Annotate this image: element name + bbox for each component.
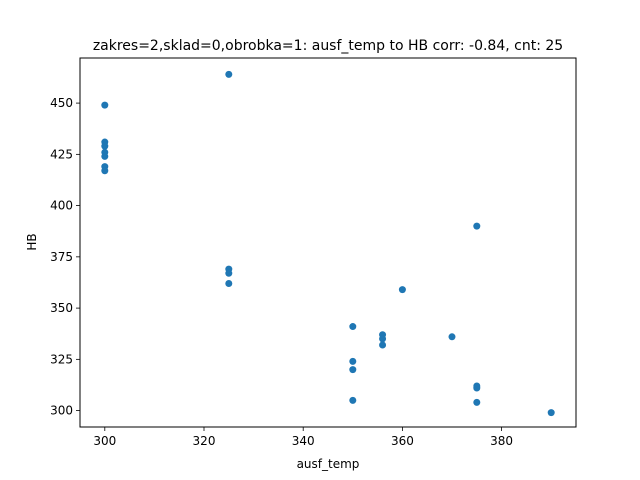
- data-point: [101, 152, 109, 160]
- x-axis-label: ausf_temp: [297, 457, 360, 471]
- x-tick-label: 300: [93, 434, 116, 448]
- x-tick-label: 360: [391, 434, 414, 448]
- y-tick-label: 300: [50, 404, 73, 418]
- chart-title: zakres=2,sklad=0,obrobka=1: ausf_temp to…: [93, 38, 563, 54]
- y-tick-label: 400: [50, 199, 73, 213]
- data-point: [101, 167, 109, 175]
- y-axis-label: HB: [25, 233, 39, 250]
- data-point: [473, 222, 481, 230]
- x-tick-label: 380: [490, 434, 513, 448]
- data-point: [473, 384, 481, 392]
- data-point: [448, 333, 456, 341]
- data-point: [349, 396, 357, 404]
- data-point: [349, 366, 357, 374]
- data-point: [379, 341, 387, 349]
- data-point: [547, 409, 555, 417]
- data-point: [379, 335, 387, 343]
- y-axis: 300 325 350 375 400 425 450: [50, 96, 80, 418]
- plot-frame: [79, 57, 577, 428]
- y-tick-label: 350: [50, 301, 73, 315]
- y-tick-label: 450: [50, 96, 73, 110]
- data-point: [398, 286, 406, 294]
- y-tick-label: 425: [50, 147, 73, 161]
- x-tick-label: 320: [193, 434, 216, 448]
- data-point: [349, 357, 357, 365]
- y-tick-label: 325: [50, 352, 73, 366]
- data-point: [225, 70, 233, 78]
- data-point: [225, 269, 233, 277]
- points-layer: [101, 70, 555, 417]
- data-point: [225, 280, 233, 287]
- data-point: [473, 398, 481, 406]
- x-tick-label: 340: [292, 434, 315, 448]
- data-point: [349, 323, 357, 331]
- x-axis: 300 320 340 360 380: [93, 427, 513, 448]
- data-point: [101, 101, 109, 109]
- data-point: [101, 142, 109, 150]
- y-tick-label: 375: [50, 250, 73, 264]
